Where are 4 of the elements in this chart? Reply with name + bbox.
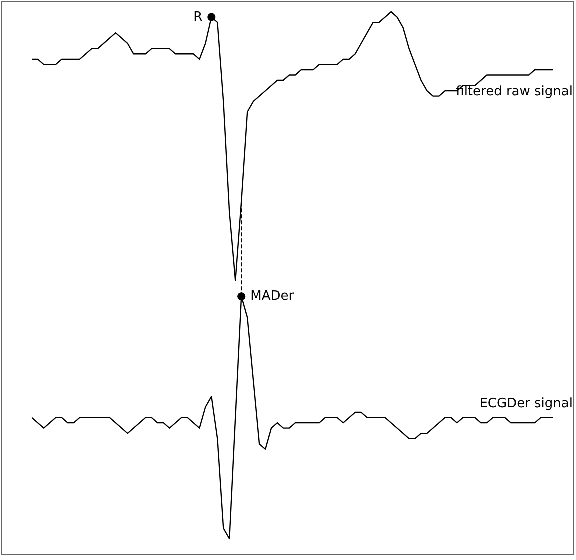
annotation: MADer [250, 289, 295, 304]
series-label: ECGDer signal [480, 396, 573, 412]
series-label: filtered raw signal [456, 84, 573, 100]
annotation: R [194, 10, 203, 25]
